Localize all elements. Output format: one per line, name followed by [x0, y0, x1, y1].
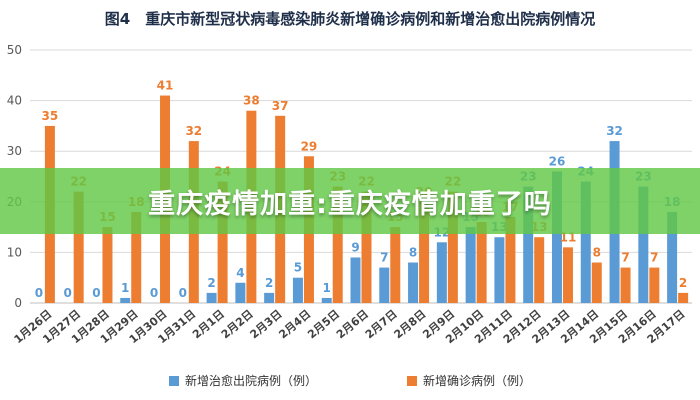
- bar: [551, 171, 562, 303]
- bar: [562, 247, 573, 303]
- data-label: 1: [121, 281, 129, 295]
- data-label: 2: [207, 276, 215, 290]
- data-label: 35: [42, 109, 59, 123]
- legend-item-confirmed: 新增确诊病例（例）: [407, 372, 531, 389]
- data-label: 2: [265, 276, 273, 290]
- chart-legend: 新增治愈出院病例（例） 新增确诊病例（例）: [0, 372, 700, 389]
- data-label: 8: [593, 246, 601, 260]
- bar: [436, 242, 447, 303]
- data-label: 32: [606, 124, 623, 138]
- bar: [620, 267, 631, 303]
- bar: [638, 186, 649, 303]
- data-label: 7: [380, 251, 388, 265]
- bar: [523, 186, 534, 303]
- data-label: 26: [549, 154, 566, 168]
- x-tick-label: 2月3日: [248, 307, 285, 341]
- bar: [465, 227, 476, 303]
- bar: [580, 181, 591, 303]
- data-label: 32: [185, 124, 202, 138]
- bar: [217, 181, 228, 303]
- x-tick-label: 2月6日: [334, 307, 371, 341]
- bar: [131, 211, 142, 303]
- bar: [667, 211, 678, 303]
- x-tick-label: 2月4日: [276, 307, 313, 341]
- data-label: 8: [409, 246, 417, 260]
- bar: [408, 262, 419, 303]
- data-label: 7: [621, 251, 629, 265]
- y-tick-label: 50: [7, 43, 22, 57]
- chart-title: 图4 重庆市新型冠状病毒感染肺炎新增确诊病例和新增治愈出院病例情况: [104, 10, 596, 28]
- y-tick-label: 30: [7, 144, 22, 158]
- bar: [332, 186, 343, 303]
- bar: [206, 292, 217, 303]
- bar: [678, 292, 689, 303]
- bar: [649, 267, 660, 303]
- bar: [419, 201, 430, 303]
- data-label: 0: [63, 286, 71, 300]
- bar: [292, 277, 303, 303]
- legend-label-confirmed: 新增确诊病例（例）: [423, 374, 532, 388]
- data-label: 0: [35, 286, 43, 300]
- data-label: 2: [679, 276, 687, 290]
- x-tick-label: 2月2日: [219, 307, 256, 341]
- legend-label-recovered: 新增治愈出院病例（例）: [184, 374, 317, 388]
- legend-swatch-confirmed: [407, 375, 417, 386]
- data-label: 41: [157, 79, 174, 93]
- bar: [476, 222, 487, 303]
- y-tick-label: 10: [7, 245, 22, 259]
- legend-item-recovered: 新增治愈出院病例（例）: [168, 372, 317, 389]
- data-label: 29: [301, 139, 318, 153]
- bar: [494, 237, 505, 303]
- legend-swatch-recovered: [168, 375, 179, 386]
- data-label: 9: [351, 240, 359, 254]
- data-label: 1: [323, 281, 331, 295]
- bar: [350, 257, 361, 303]
- data-label: 0: [179, 286, 187, 300]
- bar: [390, 227, 401, 303]
- data-label: 37: [272, 99, 289, 113]
- bar: [321, 297, 332, 303]
- data-label: 0: [92, 286, 100, 300]
- bar: [447, 191, 458, 303]
- x-tick-label: 2月8日: [392, 307, 429, 341]
- bar: [379, 267, 390, 303]
- bar: [264, 292, 275, 303]
- bar: [102, 227, 113, 303]
- bar: [591, 262, 602, 303]
- bar: [73, 191, 84, 303]
- x-tick-label: 2月1日: [190, 307, 227, 341]
- bar: [534, 237, 545, 303]
- data-label: 38: [243, 94, 260, 108]
- banner-text: 重庆疫情加重:重庆疫情加重了吗: [148, 188, 552, 220]
- y-tick-label: 0: [14, 296, 22, 310]
- bar: [505, 216, 516, 303]
- bar: [120, 297, 131, 303]
- y-tick-label: 40: [7, 94, 22, 108]
- data-label: 5: [294, 261, 302, 275]
- data-label: 4: [236, 266, 244, 280]
- x-tick-label: 2月5日: [305, 307, 342, 341]
- overlay-banner: 重庆疫情加重:重庆疫情加重了吗: [0, 168, 700, 234]
- x-tick-label: 2月7日: [363, 307, 400, 341]
- data-label: 7: [650, 251, 658, 265]
- data-label: 0: [150, 286, 158, 300]
- bar: [235, 282, 246, 303]
- bar: [361, 191, 372, 303]
